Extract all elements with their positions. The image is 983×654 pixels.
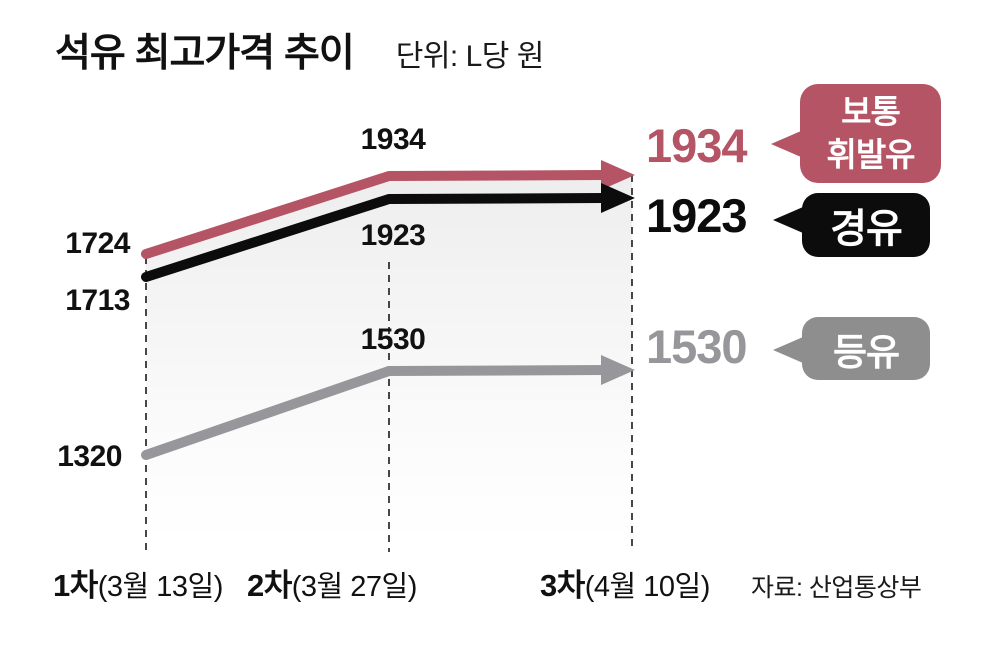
- diesel-legend-badge: 경유: [773, 193, 930, 257]
- source-note: 자료: 산업통상부: [751, 574, 922, 602]
- x-tick-round3: 3차(4월 10일): [540, 560, 710, 605]
- gasoline-arrow-head: [601, 160, 635, 190]
- kerosene-line: [141, 365, 609, 460]
- diesel-start-value: 1713: [65, 284, 130, 317]
- gasoline-legend-badge: 보통 휘발유: [771, 84, 941, 183]
- x-tick-round2-stage: 2차: [247, 568, 292, 603]
- chart-header: 석유 최고가격 추이 단위: L당 원: [55, 22, 544, 78]
- chart-unit-note: 단위: L당 원: [395, 40, 545, 73]
- kerosene-end-value: 1530: [646, 320, 748, 373]
- gasoline-legend-label-line2: 휘발유: [826, 135, 915, 173]
- badge-tail-icon: [773, 337, 803, 363]
- gasoline-mid-value: 1934: [360, 123, 426, 156]
- gasoline-line: [141, 170, 609, 259]
- diesel-end-value: 1923: [646, 189, 748, 242]
- diesel-line: [141, 193, 609, 282]
- gasoline-start-value: 1724: [65, 227, 130, 260]
- x-tick-round1-stage: 1차: [53, 568, 98, 603]
- kerosene-legend-badge: 등유: [773, 317, 930, 380]
- x-tick-round1: 1차(3월 13일): [53, 560, 223, 605]
- kerosene-arrow-head: [601, 355, 635, 385]
- x-tick-round2-date: (3월 27일): [291, 571, 418, 603]
- diesel-arrow-head: [601, 183, 635, 213]
- x-tick-round2: 2차(3월 27일): [247, 560, 417, 605]
- gasoline-legend-label-line1: 보통: [841, 93, 901, 131]
- x-tick-round3-stage: 3차: [540, 568, 585, 603]
- diesel-mid-value: 1923: [360, 219, 426, 252]
- badge-tail-icon: [771, 131, 801, 157]
- x-tick-round3-date: (4월 10일): [584, 571, 711, 603]
- area-fill-under-gasoline: [146, 175, 632, 552]
- kerosene-mid-value: 1530: [360, 323, 426, 356]
- x-tick-round1-date: (3월 13일): [97, 571, 224, 603]
- badge-tail-icon: [773, 207, 803, 233]
- kerosene-legend-label: 등유: [832, 331, 900, 373]
- chart-title: 석유 최고가격 추이: [55, 32, 355, 75]
- kerosene-start-value: 1320: [57, 440, 122, 473]
- diesel-legend-label: 경유: [830, 207, 903, 251]
- gasoline-end-value: 1934: [646, 119, 748, 172]
